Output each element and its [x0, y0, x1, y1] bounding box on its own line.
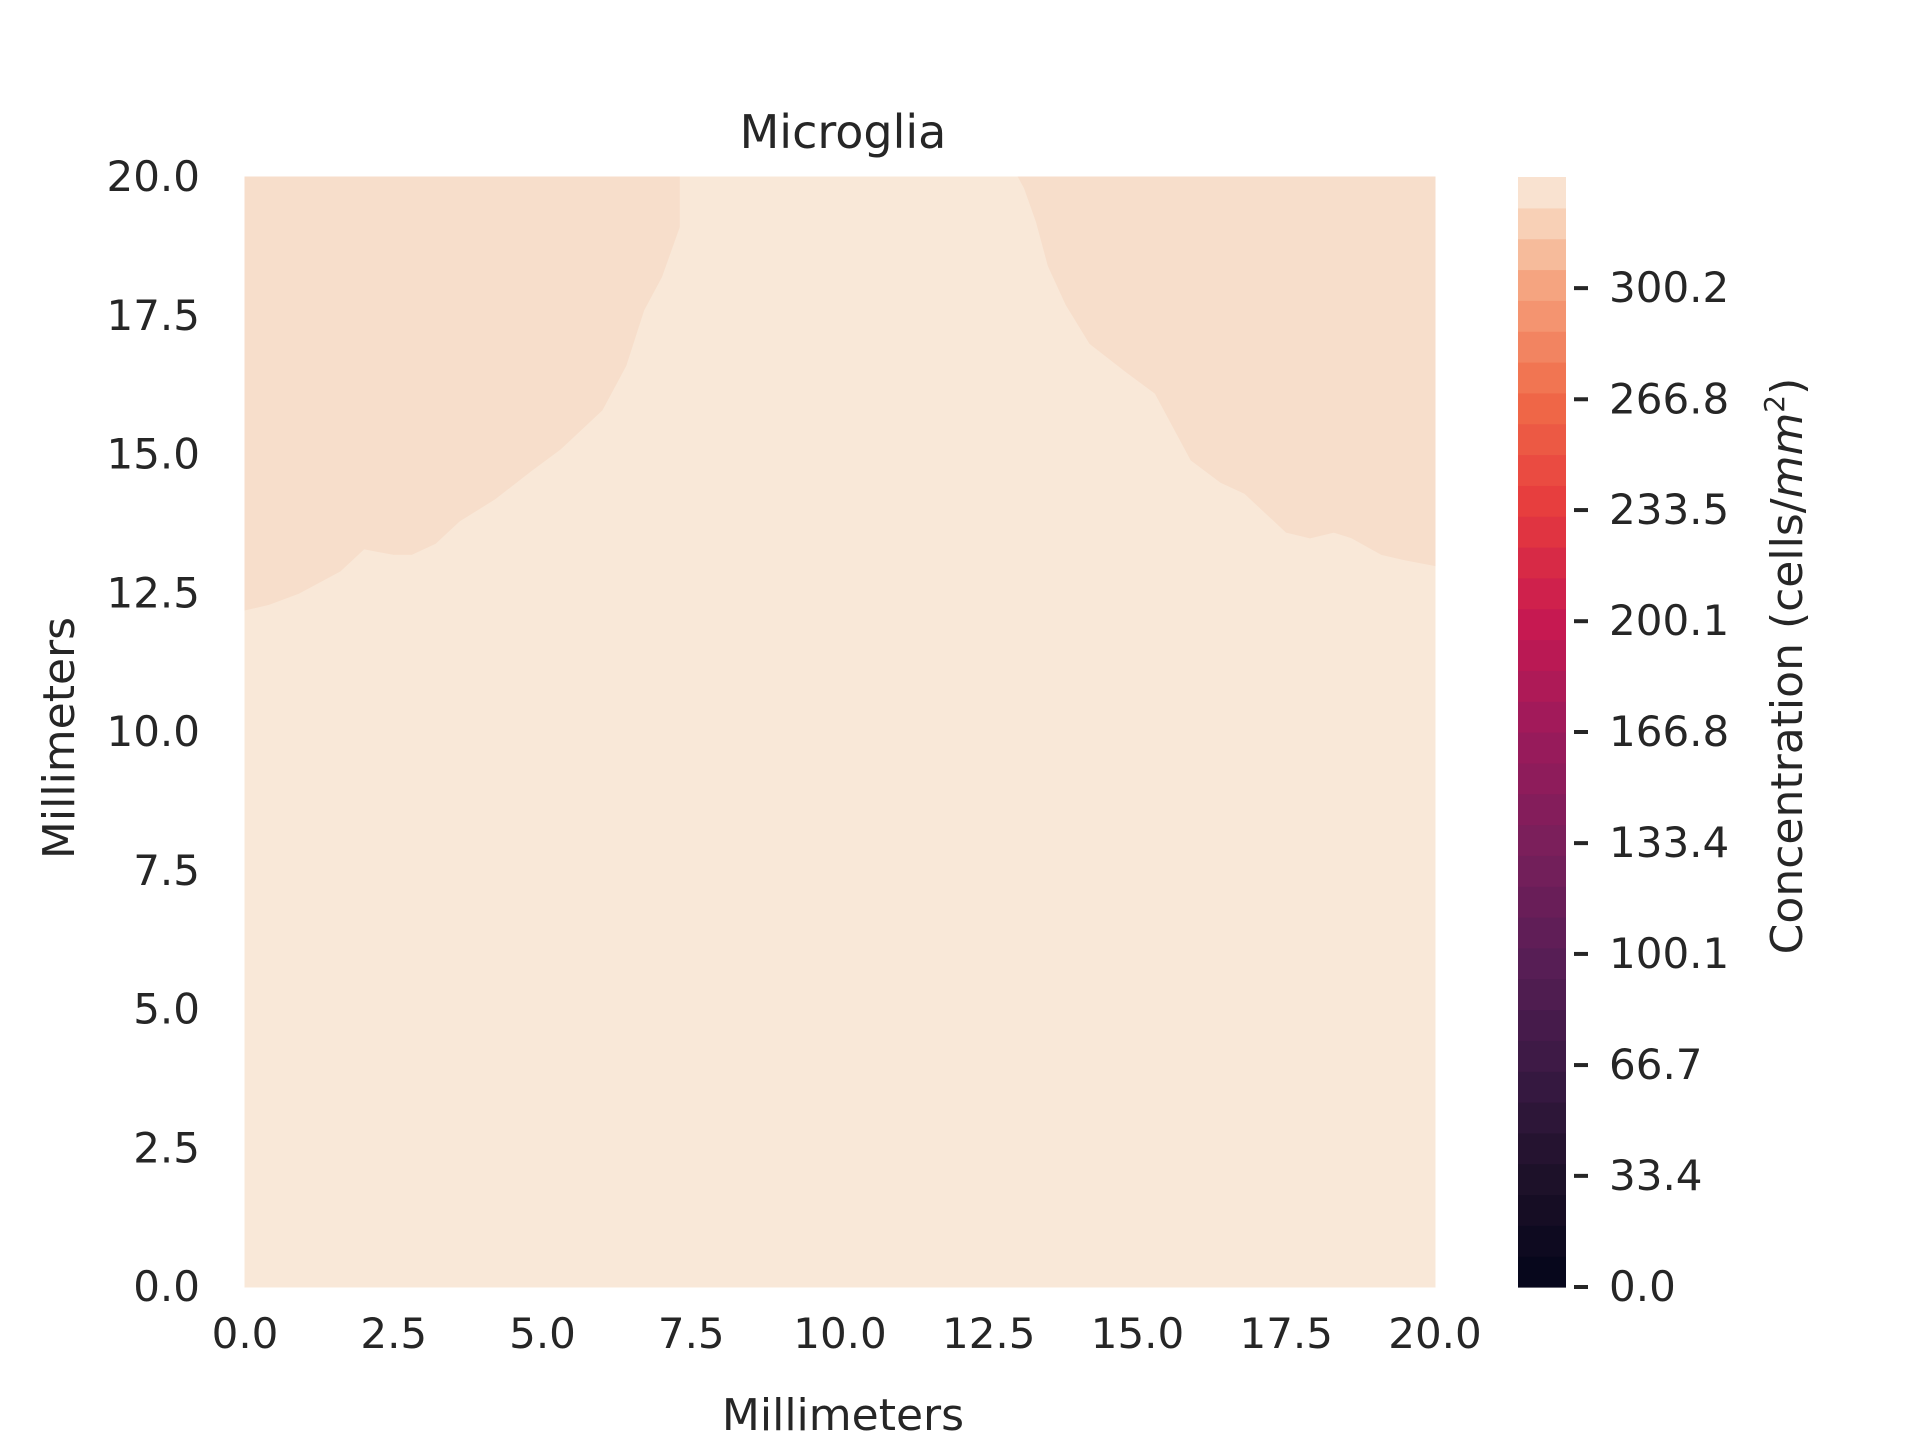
colorbar-level: [1518, 1225, 1566, 1257]
x-tick-label: 12.5: [942, 1309, 1036, 1358]
colorbar-level: [1518, 207, 1566, 240]
colorbar: [1518, 177, 1566, 1288]
colorbar-tick-label: 200.1: [1609, 596, 1729, 645]
y-tick-label: 10.0: [106, 707, 200, 756]
colorbar-level: [1518, 1256, 1566, 1288]
colorbar-tick-label: 133.4: [1609, 818, 1729, 867]
contour-region-right-upper-band: [1017, 176, 1436, 567]
colorbar-label-exp: 2: [1758, 395, 1791, 413]
x-tick-label: 15.0: [1091, 1309, 1185, 1358]
colorbar-level: [1518, 824, 1566, 856]
colorbar-level: [1518, 547, 1566, 579]
colorbar-level: [1518, 577, 1566, 610]
colorbar-tick-label: 233.5: [1609, 485, 1729, 534]
colorbar-level: [1518, 1071, 1566, 1103]
x-axis-label: Millimeters: [722, 1390, 964, 1440]
colorbar-tick-label: 33.4: [1609, 1151, 1703, 1200]
colorbar-level: [1518, 762, 1566, 795]
y-tick-label: 2.5: [133, 1123, 200, 1172]
colorbar-level: [1518, 886, 1566, 918]
colorbar-level: [1518, 300, 1566, 332]
y-tick-label: 12.5: [106, 568, 200, 617]
colorbar-level: [1518, 608, 1566, 641]
colorbar-tick-label: 166.8: [1609, 707, 1729, 756]
colorbar-level: [1518, 177, 1566, 209]
colorbar-level: [1518, 392, 1566, 425]
colorbar-level: [1518, 1040, 1566, 1072]
x-tick-label: 17.5: [1239, 1309, 1333, 1358]
colorbar-tick-label: 300.2: [1609, 263, 1729, 312]
colorbar-ticks: 0.0 33.4 66.7 100.1 133.4 166.8 200.1 233.5 266.…: [1574, 263, 1729, 1311]
colorbar-level: [1518, 1163, 1566, 1196]
colorbar-tick-label: 66.7: [1609, 1040, 1703, 1089]
colorbar-label: Concentration (cells/mm2): [1758, 378, 1813, 955]
colorbar-level: [1518, 732, 1566, 764]
x-axis: 0.0 2.5 5.0 7.5 10.0 12.5 15.0 17.5 20.0: [212, 1309, 1482, 1358]
colorbar-level: [1518, 1009, 1566, 1041]
colorbar-level: [1518, 947, 1566, 980]
colorbar-level: [1518, 701, 1566, 733]
colorbar-level: [1518, 331, 1566, 363]
y-tick-label: 17.5: [106, 291, 200, 340]
colorbar-label-prefix: Concentration (cells/: [1762, 498, 1813, 954]
colorbar-level: [1518, 238, 1566, 271]
colorbar-label-suffix: ): [1762, 378, 1813, 395]
x-tick-label: 10.0: [793, 1309, 887, 1358]
x-tick-label: 0.0: [212, 1309, 279, 1358]
y-tick-label: 15.0: [106, 430, 200, 479]
plot-area: [244, 176, 1436, 1288]
x-tick-label: 5.0: [509, 1309, 576, 1358]
colorbar-level: [1518, 485, 1566, 517]
x-tick-label: 2.5: [360, 1309, 427, 1358]
y-tick-label: 0.0: [133, 1262, 200, 1311]
colorbar-level: [1518, 670, 1566, 702]
y-axis: 0.0 2.5 5.0 7.5 10.0 12.5 15.0 17.5 20.0: [106, 152, 200, 1311]
contour-region-left-upper-band: [244, 176, 680, 611]
colorbar-level: [1518, 855, 1566, 887]
x-tick-label: 20.0: [1388, 1309, 1482, 1358]
colorbar-level: [1518, 423, 1566, 456]
chart-title: Microglia: [740, 105, 947, 159]
x-tick-label: 7.5: [658, 1309, 725, 1358]
colorbar-level: [1518, 516, 1566, 548]
colorbar-level: [1518, 269, 1566, 301]
colorbar-level: [1518, 362, 1566, 394]
colorbar-level: [1518, 793, 1566, 826]
colorbar-label-unit: mm: [1762, 413, 1813, 499]
y-tick-label: 20.0: [106, 152, 200, 201]
colorbar-level: [1518, 639, 1566, 671]
colorbar-level: [1518, 1194, 1566, 1226]
colorbar-tick-label: 100.1: [1609, 929, 1729, 978]
y-tick-label: 5.0: [133, 985, 200, 1034]
y-axis-label: Millimeters: [34, 617, 85, 859]
colorbar-level: [1518, 1102, 1566, 1134]
colorbar-tick-label: 0.0: [1609, 1262, 1676, 1311]
colorbar-level: [1518, 1132, 1566, 1165]
colorbar-level: [1518, 917, 1566, 949]
colorbar-level: [1518, 454, 1566, 486]
colorbar-level: [1518, 978, 1566, 1011]
colorbar-tick-label: 266.8: [1609, 374, 1729, 423]
y-tick-label: 7.5: [133, 846, 200, 895]
